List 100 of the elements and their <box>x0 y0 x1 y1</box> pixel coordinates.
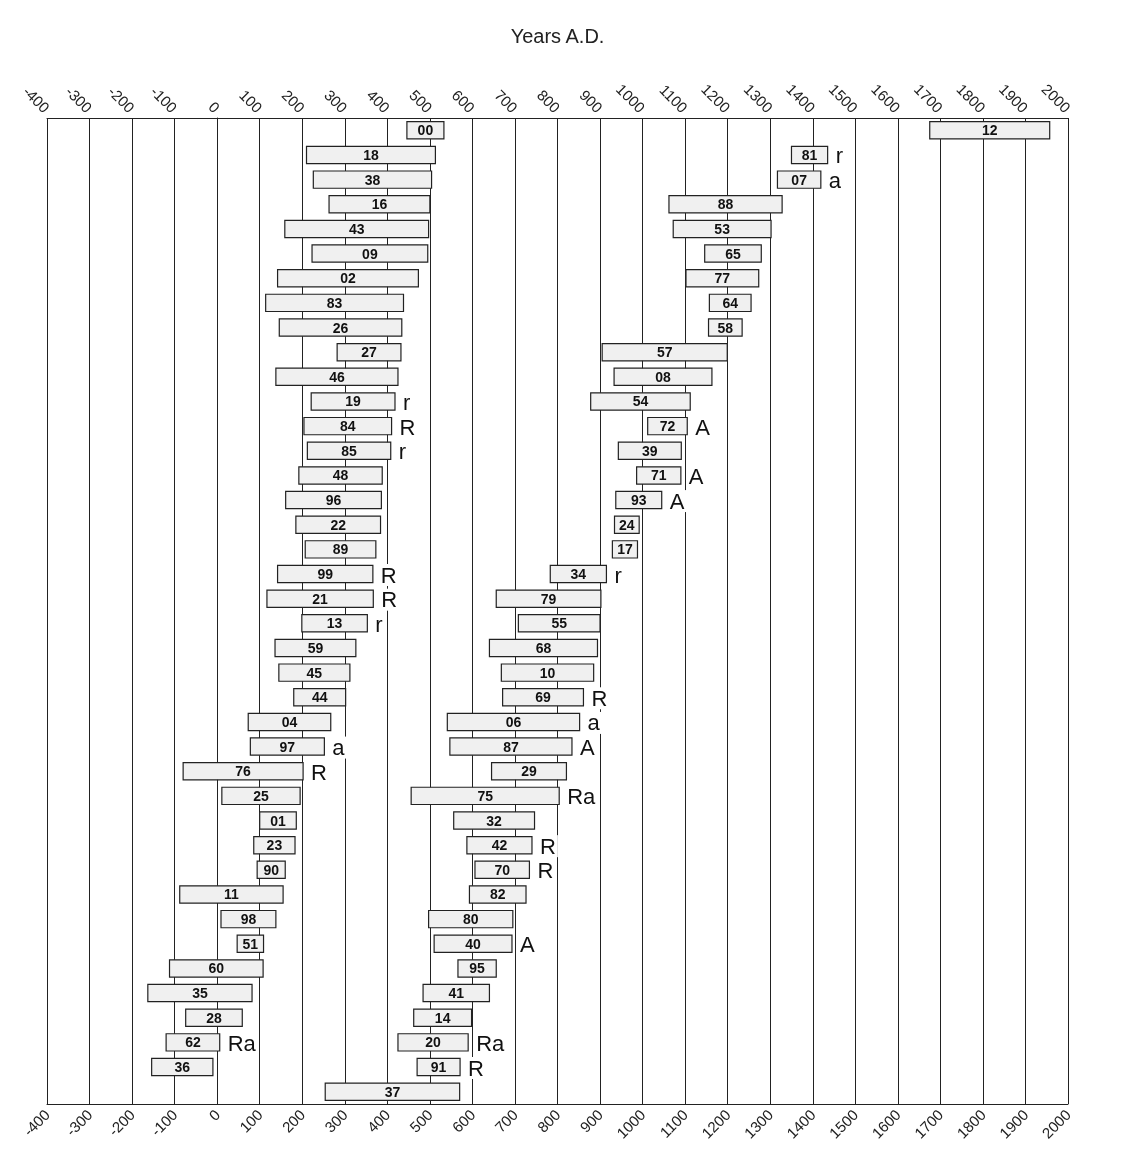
annotation: 62 <box>185 1034 201 1051</box>
annotation: 91 <box>430 1059 447 1076</box>
annotation: 54 <box>632 393 649 410</box>
annotation: R <box>539 833 556 859</box>
x-tick-label: -400 <box>19 1105 54 1140</box>
annotation: 58 <box>717 319 734 336</box>
annotation: A <box>519 932 535 958</box>
annotation: A <box>579 735 595 761</box>
annotation: 43 <box>348 220 365 237</box>
annotation: R <box>311 759 327 785</box>
annotation: 83 <box>326 294 343 311</box>
annotation: 02 <box>340 270 356 287</box>
annotation: 06 <box>505 713 522 730</box>
annotation: Ra <box>567 784 597 810</box>
annotation: 89 <box>332 541 349 558</box>
annotation: 08 <box>655 368 671 385</box>
annotation: 70 <box>494 861 511 878</box>
annotation: r <box>375 611 383 637</box>
annotation: Ra <box>227 1030 257 1056</box>
x2-tick-label: 900 <box>576 86 607 117</box>
annotation: 28 <box>206 1009 222 1026</box>
annotation: 21 <box>312 590 329 607</box>
x2-tick-label: -200 <box>104 82 139 117</box>
annotation: 57 <box>656 344 673 361</box>
annotation: 44 <box>311 689 328 706</box>
annotation: 18 <box>363 146 379 163</box>
x-tick-label: 800 <box>533 1105 564 1136</box>
annotation: 39 <box>642 442 658 459</box>
annotation: 35 <box>192 985 208 1002</box>
annotation: 00 <box>417 122 434 139</box>
x2-tick-label: 200 <box>278 86 309 117</box>
annotation: 84 <box>339 418 356 435</box>
x2-tick-label: 800 <box>533 86 564 117</box>
x-tick-label: 900 <box>576 1105 607 1136</box>
annotation: A <box>688 463 704 489</box>
x-tick-label: 600 <box>448 1105 479 1136</box>
annotation: 79 <box>540 590 557 607</box>
x2-tick-label: 700 <box>491 86 521 117</box>
annotation: 23 <box>266 837 283 854</box>
x2-axis-title: Years A.D. <box>510 25 605 47</box>
annotation: 69 <box>535 689 552 706</box>
annotation: 20 <box>425 1034 442 1051</box>
annotation: 32 <box>486 812 503 829</box>
annotation: A <box>695 414 711 440</box>
annotation: 24 <box>619 516 635 533</box>
annotation: 98 <box>240 911 257 928</box>
annotation: 76 <box>235 763 252 780</box>
annotation: 99 <box>317 566 334 583</box>
annotation: 80 <box>462 911 479 928</box>
annotation: R <box>591 685 608 711</box>
annotation: 55 <box>551 615 568 632</box>
annotation: R <box>399 414 416 440</box>
annotation: 36 <box>174 1059 191 1076</box>
x2-tick-label: 500 <box>406 86 436 117</box>
annotation: 26 <box>332 319 349 336</box>
annotation: 40 <box>465 935 482 952</box>
annotation: 01 <box>270 812 286 829</box>
annotation: 09 <box>362 245 378 262</box>
annotation: 68 <box>535 639 552 656</box>
annotation: 45 <box>306 664 323 681</box>
x-tick-label: 700 <box>491 1105 521 1136</box>
x-tick-label: 500 <box>406 1105 436 1136</box>
annotation: 22 <box>330 516 347 533</box>
annotation: 95 <box>469 960 486 977</box>
annotation: 38 <box>364 171 381 188</box>
x2-tick-label: 0 <box>205 98 224 117</box>
annotation: 19 <box>345 393 362 410</box>
annotation: 46 <box>329 368 345 385</box>
annotation: R <box>381 587 398 613</box>
x2-tick-label: 400 <box>363 86 394 117</box>
annotation: 11 <box>224 886 240 903</box>
annotation: 13 <box>326 615 343 632</box>
annotation: a <box>587 710 601 736</box>
annotation: 60 <box>208 960 225 977</box>
annotation: a <box>828 168 842 194</box>
annotation: 72 <box>659 418 676 435</box>
annotation: 93 <box>630 492 647 509</box>
x-tick-label: -200 <box>104 1105 139 1140</box>
annotation: 97 <box>279 738 296 755</box>
annotation: 77 <box>714 270 731 287</box>
annotation: 87 <box>503 738 519 755</box>
annotation: r <box>398 439 407 465</box>
x-tick-label: -100 <box>147 1105 181 1140</box>
x-tick-label: 300 <box>321 1105 351 1136</box>
annotation: 16 <box>371 196 388 213</box>
annotation: 37 <box>384 1083 401 1100</box>
annotation: 59 <box>307 639 324 656</box>
annotation: 96 <box>325 492 342 509</box>
annotation: 12 <box>981 122 998 139</box>
annotation: 85 <box>341 442 358 459</box>
annotation: r <box>835 143 843 169</box>
annotation: 14 <box>434 1009 451 1026</box>
annotation: 10 <box>539 664 556 681</box>
annotation: 07 <box>791 171 808 188</box>
annotation: R <box>537 858 554 884</box>
x2-tick-label: -400 <box>19 82 54 117</box>
x-tick-label: 200 <box>278 1105 309 1136</box>
annotation: R <box>468 1055 484 1081</box>
annotation: 34 <box>570 566 587 583</box>
x-tick-label: 0 <box>205 1105 224 1124</box>
